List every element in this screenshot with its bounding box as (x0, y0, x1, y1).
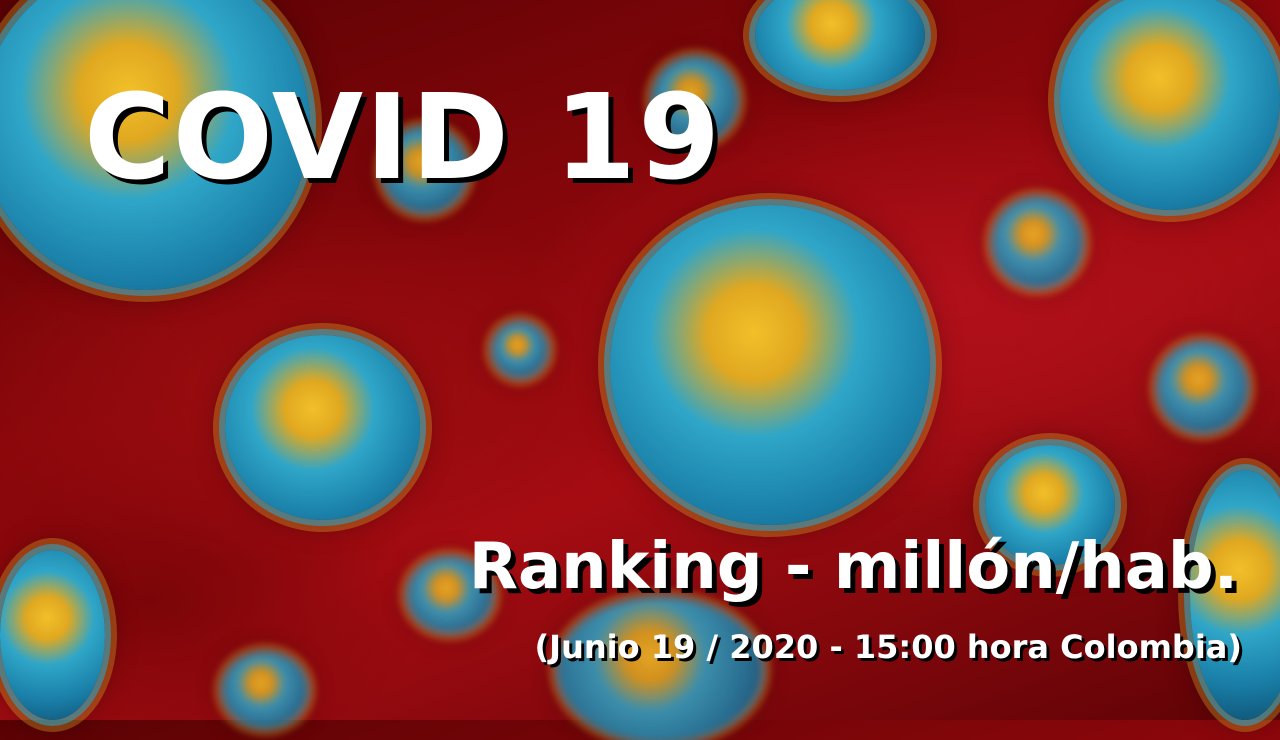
virus-particle (995, 200, 1080, 285)
date-line: (Junio 19 / 2020 - 15:00 hora Colombia) (534, 628, 1242, 666)
virus-particle (0, 550, 105, 720)
virus-particle (410, 560, 490, 630)
virus-particle (1160, 345, 1245, 430)
subtitle: Ranking - millón/hab. (468, 530, 1238, 604)
virus-particle (655, 60, 735, 140)
virus-particle (1190, 470, 1280, 720)
virus-particle (985, 445, 1115, 565)
virus-particle (755, 0, 925, 90)
virus-particle (560, 600, 760, 740)
virus-particle (385, 130, 465, 210)
title: COVID 19 (84, 68, 723, 206)
virus-particle (0, 0, 310, 290)
virus-particle (495, 325, 545, 375)
virus-particle (610, 205, 930, 525)
virus-particle (1060, 0, 1280, 210)
virus-particle (225, 335, 420, 520)
virus-particle (225, 655, 305, 725)
